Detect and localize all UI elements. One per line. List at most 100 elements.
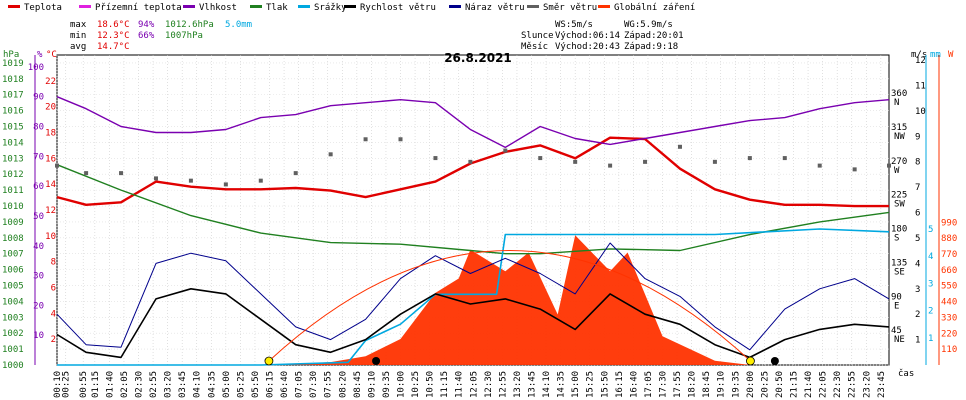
time-tick-9: 03:20 [164,371,174,398]
time-tick-15: 05:50 [251,371,261,398]
info-block: WS:5m/s WG:5.9m/s Slunce Východ:06:14 Zá… [521,20,684,52]
time-tick-13: 05:00 [222,371,232,398]
legend-swatch-5 [298,5,310,8]
hpa-tick-12: 1008 [2,234,24,244]
direction-point-12 [433,156,438,161]
legend-swatch-1 [8,5,20,8]
hpa-tick-11: 1009 [2,218,24,228]
time-tick-51: 20:50 [775,371,785,398]
direction-point-1 [55,163,59,168]
ms-tick-8: 5 [915,234,920,244]
direction-point-20 [712,159,717,164]
time-tick-23: 09:10 [367,371,377,398]
direction-tick-2: 315 [891,123,907,133]
time-tick-24: 09:35 [382,371,392,398]
series-tlak [56,164,890,255]
hpa-tick-17: 1003 [2,313,24,323]
time-tick-2: 00:25 [62,371,72,398]
hpa-tick-19: 1001 [2,345,24,355]
percent-tick-4: 70 [33,152,44,162]
sun-moon-markers [264,250,779,366]
legend: Teplota Přízemní teplota Vlhkost Tlak Srážky… [8,3,695,13]
wm2-tick-2: 880 [941,234,957,244]
hpa-tick-2: 1018 [2,75,24,85]
time-tick-7: 02:30 [135,371,145,398]
time-tick-12: 04:35 [207,371,217,398]
hpa-tick-16: 1004 [2,297,24,307]
celsius-tick-1: 22 [45,77,56,87]
direction-point-24 [852,167,857,172]
direction-point-23 [817,163,822,168]
legend-swatch-7 [449,5,461,8]
mm-tick-5: 1 [928,334,933,344]
direction-point-4 [153,176,158,181]
line-series [56,96,890,366]
ms-tick-4: 9 [915,132,920,142]
percent-tick-9: 20 [33,301,44,311]
celsius-tick-3: 18 [45,129,56,139]
direction-point-22 [782,156,787,161]
wm2-tick-5: 550 [941,282,957,292]
celsius-tick-10: 4 [51,309,56,319]
axis-unit-percent: % [37,50,43,60]
celsius-tick-5: 14 [45,180,56,190]
wm2-tick-7: 330 [941,313,957,323]
ms-tick-3: 10 [915,107,926,117]
info-wg: WG:5.9m/s [624,20,673,30]
legend-label-2: Přízemní teplota [95,3,182,13]
time-tick-10: 03:45 [178,371,188,398]
stats-avg-temp: 14.7°C [97,42,130,52]
stats-min-label: min [70,31,86,41]
time-tick-3: 00:55 [79,371,89,398]
time-tick-58: 23:45 [877,371,887,398]
legend-label-5: Srážky [314,3,347,13]
stats-max-press: 1012.6hPa [165,20,214,30]
axis-unit-celsius: °C [46,50,57,60]
stats-min-temp: 12.3°C [97,31,130,41]
celsius-tick-6: 12 [45,206,56,216]
legend-label-7: Náraz větru [465,3,525,13]
time-tick-38: 15:25 [586,371,596,398]
time-tick-19: 07:30 [309,371,319,398]
series-vlhkost [56,96,890,149]
time-tick-48: 19:35 [731,371,741,398]
legend-label-3: Vlhkost [199,3,237,13]
legend-swatch-3 [183,5,195,8]
hpa-tick-14: 1006 [2,266,24,276]
celsius-tick-8: 8 [51,258,56,268]
wm2-tick-3: 770 [941,250,957,260]
time-tick-56: 22:55 [848,371,858,398]
direction-point-18 [643,159,648,164]
direction-letter-5: S [894,234,899,244]
direction-letter-2: NW [894,132,905,142]
direction-point-15 [538,156,543,161]
legend-label-8: Směr větru [543,3,597,13]
hpa-tick-1: 1019 [2,59,24,69]
legend-label-4: Tlak [266,3,288,13]
time-tick-16: 06:15 [266,371,276,398]
info-ws: WS:5m/s [555,20,593,30]
ms-tick-9: 4 [915,259,920,269]
time-tick-52: 21:15 [790,371,800,398]
time-tick-28: 11:15 [440,371,450,398]
direction-point-9 [328,152,333,157]
direction-letter-1: N [894,98,899,108]
time-tick-1: 00:10 [53,371,63,398]
sunset-marker [746,356,755,366]
time-tick-30: 12:05 [469,371,479,398]
legend-swatch-2 [79,5,91,8]
celsius-tick-4: 16 [45,154,56,164]
legend-label-1: Teplota [24,3,62,13]
time-tick-55: 22:30 [833,371,843,398]
info-moon-rise: Východ:20:43 [555,42,620,52]
time-tick-29: 11:40 [455,371,465,398]
time-tick-35: 14:10 [542,371,552,398]
direction-tick-4: 225 [891,191,907,201]
axes: 00:1000:25 00:55 01:15 01:40 02:05 02:30 02:55… [2,55,957,398]
hpa-tick-4: 1016 [2,107,24,117]
axis-unit-hpa: hPa [3,50,19,60]
stats-avg-label: avg [70,42,86,52]
axis-time-label: čas [898,368,914,379]
time-tick-26: 10:25 [411,371,421,398]
direction-point-21 [747,156,752,161]
